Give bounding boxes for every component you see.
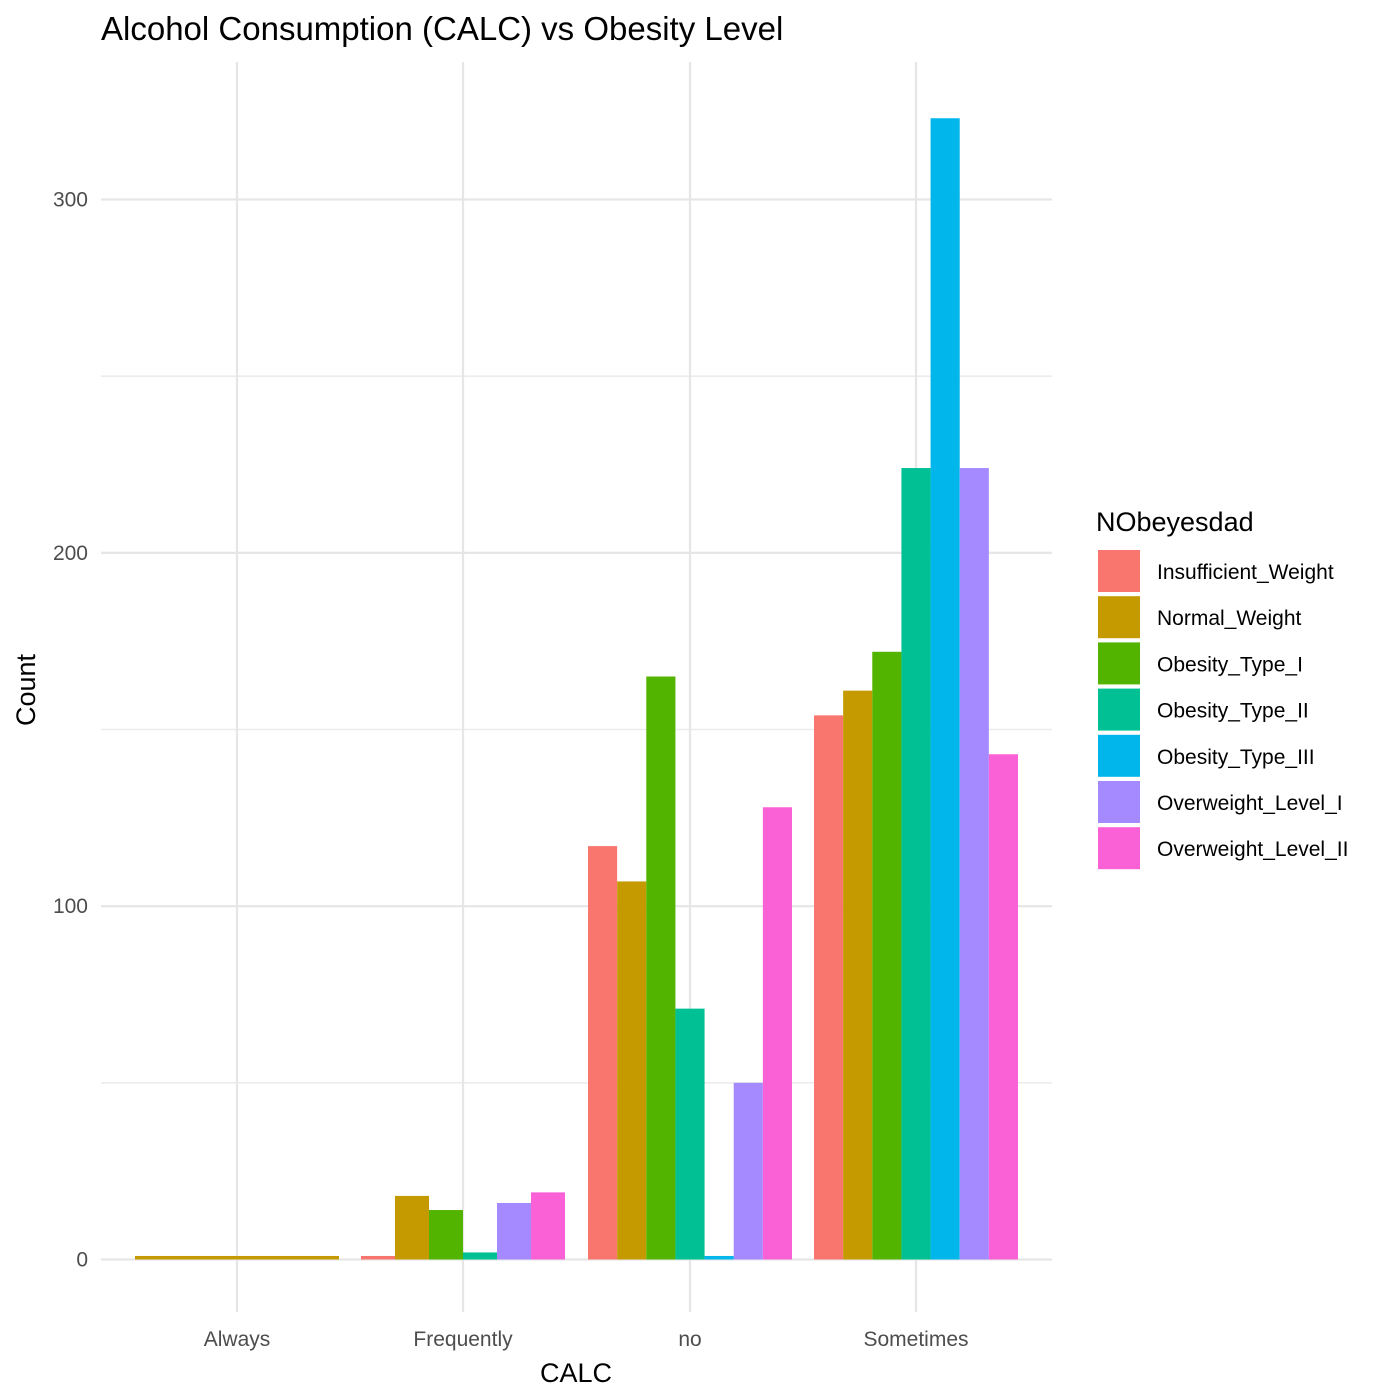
- legend-swatch: [1098, 596, 1140, 639]
- legend: NObeyesdad Insufficient_Weight Normal_Wei…: [1096, 507, 1348, 870]
- bar-sometimes-normal-weight: [843, 690, 873, 1260]
- bar-no-overweight-level-i: [733, 1082, 763, 1260]
- x-tick-label: Frequently: [413, 1328, 513, 1351]
- bar-frequently-obesity-type-i: [429, 1210, 463, 1260]
- y-tick-label: 0: [76, 1249, 88, 1272]
- bar-sometimes-obesity-type-ii: [901, 468, 931, 1260]
- y-axis-title: Count: [11, 653, 41, 726]
- bar-sometimes-overweight-level-i: [959, 468, 989, 1260]
- bar-sometimes-insufficient-weight: [814, 715, 844, 1260]
- legend-label: Insufficient_Weight: [1157, 561, 1334, 584]
- legend-swatch: [1098, 781, 1140, 823]
- bar-always-normal-weight: [135, 1255, 339, 1260]
- chart-title: Alcohol Consumption (CALC) vs Obesity Le…: [101, 10, 783, 47]
- bar-sometimes-overweight-level-ii: [988, 754, 1018, 1260]
- legend-label: Overweight_Level_I: [1157, 792, 1343, 815]
- bar-no-normal-weight: [617, 881, 647, 1260]
- bar-frequently-overweight-level-ii: [531, 1192, 565, 1260]
- x-tick-label: Always: [204, 1328, 271, 1351]
- bar-no-obesity-type-iii: [704, 1255, 734, 1260]
- bar-frequently-overweight-level-i: [497, 1202, 531, 1260]
- legend-swatch: [1098, 688, 1140, 731]
- legend-label: Obesity_Type_III: [1157, 746, 1315, 769]
- legend-items: Insufficient_Weight Normal_Weight Obesity_…: [1098, 550, 1348, 870]
- legend-label: Obesity_Type_I: [1157, 653, 1303, 676]
- x-tick-label: Sometimes: [863, 1328, 968, 1351]
- legend-swatch: [1098, 642, 1140, 685]
- y-tick-label: 100: [53, 895, 88, 918]
- bar-no-insufficient-weight: [588, 846, 618, 1260]
- legend-label: Normal_Weight: [1157, 607, 1301, 630]
- bar-no-obesity-type-ii: [675, 1008, 705, 1260]
- legend-label: Obesity_Type_II: [1157, 700, 1309, 723]
- x-tick-label: no: [678, 1328, 701, 1351]
- legend-swatch: [1098, 827, 1140, 870]
- y-tick-label: 300: [53, 189, 88, 212]
- bar-frequently-obesity-type-ii: [463, 1252, 497, 1260]
- legend-label: Overweight_Level_II: [1157, 838, 1348, 861]
- legend-swatch: [1098, 734, 1140, 777]
- bar-no-obesity-type-i: [646, 676, 676, 1260]
- y-tick-label: 200: [53, 542, 88, 565]
- x-axis-title: CALC: [540, 1358, 612, 1388]
- bar-sometimes-obesity-type-i: [872, 651, 902, 1260]
- bar-sometimes-obesity-type-iii: [930, 118, 960, 1260]
- legend-title: NObeyesdad: [1096, 507, 1254, 537]
- legend-swatch: [1098, 550, 1140, 592]
- bars: [135, 118, 1018, 1260]
- bar-frequently-normal-weight: [395, 1195, 429, 1260]
- bar-no-overweight-level-ii: [762, 807, 792, 1260]
- axis-labels: 0 100 200 300 Always Frequently no Sometimes: [53, 189, 969, 1351]
- bar-frequently-insufficient-weight: [361, 1255, 395, 1260]
